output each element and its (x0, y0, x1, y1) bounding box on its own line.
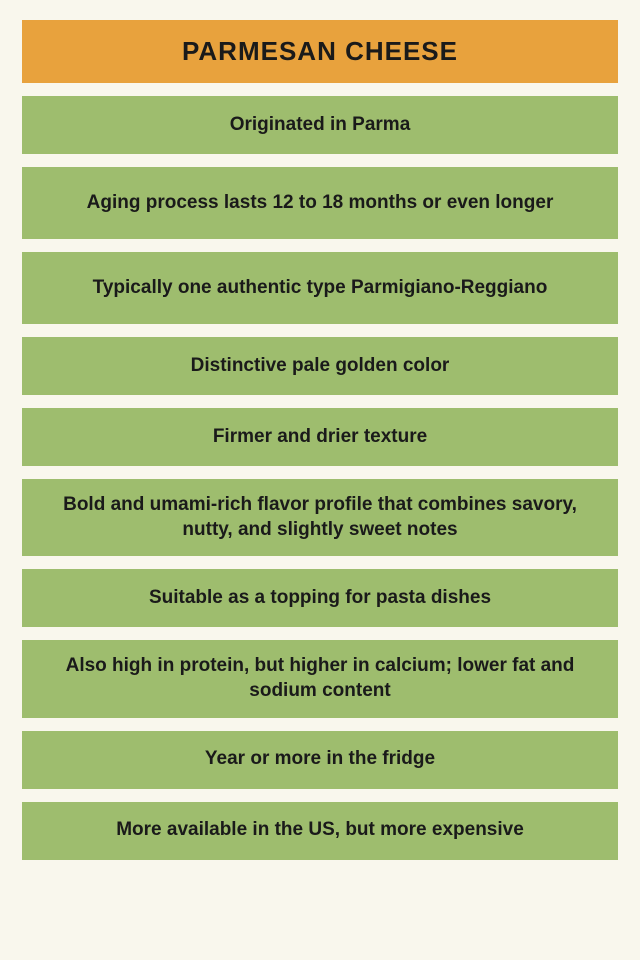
fact-box-0: Originated in Parma (22, 96, 618, 154)
fact-box-9: More available in the US, but more expen… (22, 802, 618, 860)
fact-box-2: Typically one authentic type Parmigiano-… (22, 252, 618, 324)
fact-box-5: Bold and umami-rich flavor profile that … (22, 479, 618, 556)
fact-box-7: Also high in protein, but higher in calc… (22, 640, 618, 717)
fact-text: Bold and umami-rich flavor profile that … (62, 493, 578, 542)
title-text: PARMESAN CHEESE (32, 36, 608, 67)
fact-text: More available in the US, but more expen… (116, 818, 524, 843)
title-box: PARMESAN CHEESE (22, 20, 618, 83)
fact-text: Originated in Parma (230, 113, 411, 138)
fact-text: Distinctive pale golden color (191, 354, 450, 379)
fact-box-3: Distinctive pale golden color (22, 337, 618, 395)
fact-text: Typically one authentic type Parmigiano-… (93, 276, 548, 301)
fact-text: Suitable as a topping for pasta dishes (149, 586, 491, 611)
fact-text: Firmer and drier texture (213, 425, 427, 450)
fact-text: Aging process lasts 12 to 18 months or e… (87, 191, 554, 216)
fact-box-1: Aging process lasts 12 to 18 months or e… (22, 167, 618, 239)
fact-box-6: Suitable as a topping for pasta dishes (22, 569, 618, 627)
fact-text: Year or more in the fridge (205, 747, 435, 772)
fact-text: Also high in protein, but higher in calc… (62, 654, 578, 703)
fact-box-4: Firmer and drier texture (22, 408, 618, 466)
fact-box-8: Year or more in the fridge (22, 731, 618, 789)
